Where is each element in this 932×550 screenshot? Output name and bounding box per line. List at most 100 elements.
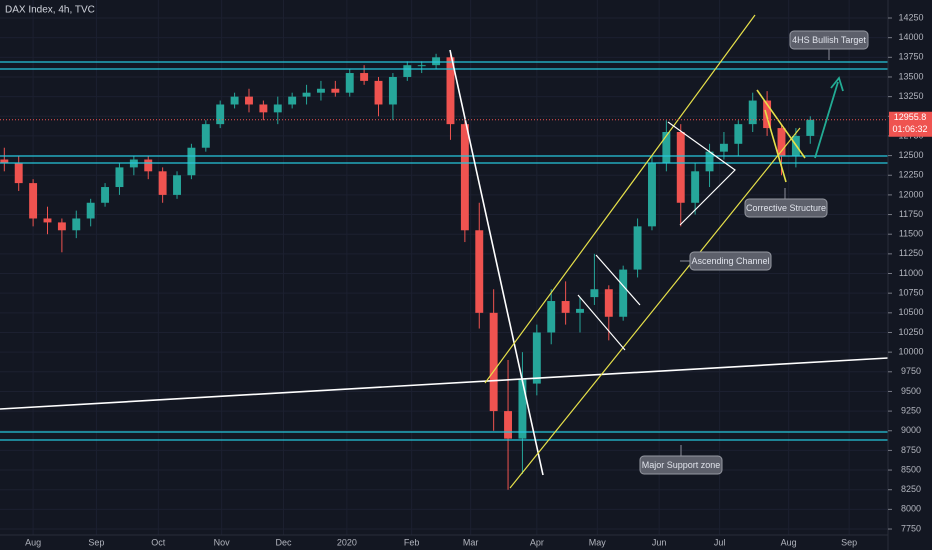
annotation-text: Major Support zone [642,460,721,470]
x-tick-label: Apr [530,537,544,547]
annotations: 4HS Bullish Target Corrective Structure As… [639,30,869,475]
candle-body [14,163,23,184]
candle-body [648,163,656,227]
y-tick-label: 13250 [898,91,923,101]
y-tick-label: 8000 [901,504,921,514]
y-tick-label: 10000 [898,347,923,357]
candle-body [158,171,167,195]
x-tick-label: Aug [25,537,41,547]
candle-body [777,128,786,156]
price-label-box [889,111,932,137]
annotation-box [744,198,828,218]
candle-body [374,80,383,105]
annotation-box [689,251,772,271]
chart-title: DAX Index, 4h, TVC [5,5,95,16]
candle-body [230,96,239,105]
wedge-line [595,254,641,306]
y-tick-label: 14250 [898,12,923,22]
y-tick-label: 11500 [899,229,923,239]
y-tick-label: 10500 [898,307,923,317]
candle-body [72,218,81,231]
triangle [667,121,736,226]
y-tick-label: 10750 [898,288,923,298]
y-tick-label: 8500 [901,464,921,474]
candle-body [259,104,268,113]
y-tick-label: 11000 [899,268,923,278]
annotation-text: Corrective Structure [746,203,826,213]
annotation-box [639,455,723,475]
candle-body [245,96,253,105]
y-tick-label: 12500 [898,150,923,160]
wedge-line [764,109,787,183]
candle-body [0,159,9,164]
candle-body [29,183,38,219]
candle-body [705,151,714,172]
y-tick-label: 12250 [898,170,923,180]
candle-body [417,65,426,67]
y-tick-label: 14000 [898,32,923,42]
candle-body [273,104,282,113]
candle-body [619,269,628,317]
candle-body [719,143,728,152]
candle-body [187,147,196,176]
candle-body [604,289,613,317]
candle-body [432,57,441,66]
channel-line [484,14,756,384]
candle-body [388,76,397,105]
annotation-text: 4HS Bullish Target [792,35,866,45]
arrow-head [830,76,844,92]
x-tick-label: Jul [714,537,726,547]
candle-body [576,308,584,313]
x-tick-label: Feb [404,537,420,547]
annotation-text: Ascending Channel [691,256,769,266]
candle-body [489,312,498,412]
candle-body [216,104,225,125]
candle-body [302,92,311,97]
annotation-box [789,30,869,50]
x-tick-label: Dec [276,537,293,547]
candle-body [201,124,210,148]
x-tick-label: 2020 [337,537,357,547]
candle-body [173,175,181,195]
wedge-line [577,294,626,351]
candle-body [532,332,541,384]
candle-body [101,187,110,203]
y-tick-label: 13500 [898,71,923,81]
channel-line [509,127,801,489]
candle-body [504,411,513,439]
plot-area [0,0,888,535]
candle-body [360,73,369,81]
candle-body [316,88,325,93]
y-tick-label: 10250 [898,327,923,337]
countdown-label: 01:06:32 [892,124,927,134]
candle-body [446,57,455,125]
candle-body [403,65,412,77]
candle-body [57,222,66,231]
x-tick-label: Jun [652,537,667,547]
candle-body [331,88,340,93]
candle-body [633,226,642,270]
candle-body [547,301,556,333]
y-tick-label: 9750 [901,366,921,376]
y-tick-label: 8250 [901,484,921,494]
candle-body [345,73,354,93]
last-price-label: 12955.8 [894,112,927,122]
candle-body [115,167,124,188]
candle-body [806,119,815,136]
y-tick-label: 11250 [899,248,923,258]
y-tick-label: 12000 [898,189,923,199]
candle-body [43,218,52,223]
candle-body [561,301,570,313]
candle-body [763,100,772,129]
trend-line [449,49,544,476]
drawings [0,14,889,489]
x-tick-label: Sep [841,537,857,547]
y-tick-label: 11750 [899,209,923,219]
y-tick-label: 9500 [901,386,921,396]
candle-body [144,159,153,172]
candle-body [86,202,95,219]
arrow [814,81,839,159]
y-tick-label: 13750 [898,52,923,62]
